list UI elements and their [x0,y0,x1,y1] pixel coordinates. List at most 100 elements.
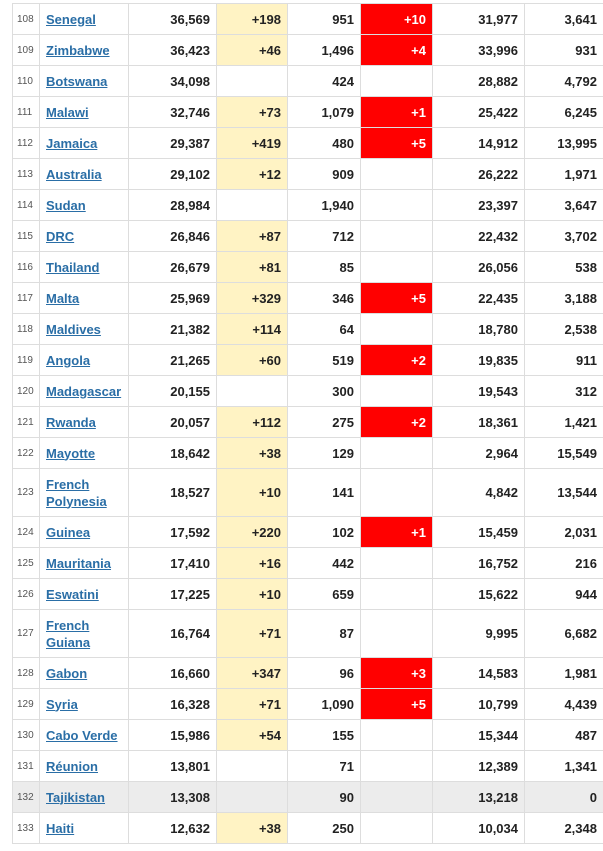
new-deaths-cell [360,313,433,345]
total-deaths-cell: 424 [287,65,361,97]
country-link[interactable]: Haiti [46,820,75,836]
country-link[interactable]: Senegal [46,11,96,27]
country-cell[interactable]: Jamaica [39,127,129,159]
country-cell[interactable]: Australia [39,158,129,190]
new-cases-cell: +60 [216,344,288,376]
country-cell[interactable]: Réunion [39,750,129,782]
table-row: 122 Mayotte 18,642 +38 129 2,964 15,549 [12,437,603,469]
country-link[interactable]: Cabo Verde [46,727,118,743]
new-cases-cell: +71 [216,688,288,720]
country-link[interactable]: Syria [46,696,78,712]
country-cell[interactable]: Mayotte [39,437,129,469]
country-cell[interactable]: DRC [39,220,129,252]
country-cell[interactable]: Gabon [39,657,129,689]
table-row: 110 Botswana 34,098 424 28,882 4,792 [12,65,603,97]
country-link[interactable]: Rwanda [46,414,96,430]
new-deaths-cell [360,719,433,751]
new-cases-cell: +12 [216,158,288,190]
country-link[interactable]: Australia [46,166,102,182]
country-link[interactable]: Tajikistan [46,789,106,805]
country-link[interactable]: French Polynesia [46,476,107,509]
total-recovered-cell: 10,799 [432,688,525,720]
total-recovered-cell: 4,842 [432,468,525,517]
total-cases-cell: 15,986 [128,719,217,751]
country-cell[interactable]: French Guiana [39,609,129,658]
table-row: 119 Angola 21,265 +60 519 +2 19,835 911 [12,344,603,376]
total-recovered-cell: 13,218 [432,781,525,813]
new-deaths-cell: +2 [360,406,433,438]
total-deaths-cell: 250 [287,812,361,844]
country-link[interactable]: Malawi [46,104,89,120]
country-link[interactable]: Zimbabwe [46,42,110,58]
total-recovered-cell: 18,780 [432,313,525,345]
new-deaths-cell [360,547,433,579]
new-cases-cell: +46 [216,34,288,66]
active-cases-cell: 6,682 [524,609,603,658]
table-row: 116 Thailand 26,679 +81 85 26,056 538 [12,251,603,283]
new-cases-cell: +16 [216,547,288,579]
rank-cell: 115 [12,220,40,252]
total-cases-cell: 21,265 [128,344,217,376]
country-link[interactable]: Maldives [46,321,101,337]
country-cell[interactable]: Senegal [39,3,129,35]
country-cell[interactable]: Mauritania [39,547,129,579]
country-link[interactable]: Mayotte [46,445,96,461]
country-link[interactable]: Malta [46,290,80,306]
country-cell[interactable]: Maldives [39,313,129,345]
country-link[interactable]: Angola [46,352,91,368]
table-row: 128 Gabon 16,660 +347 96 +3 14,583 1,981 [12,657,603,689]
total-cases-cell: 16,660 [128,657,217,689]
country-cell[interactable]: Haiti [39,812,129,844]
total-cases-cell: 29,102 [128,158,217,190]
country-link[interactable]: Mauritania [46,555,112,571]
country-cell[interactable]: Angola [39,344,129,376]
country-link[interactable]: Réunion [46,758,98,774]
rank-cell: 117 [12,282,40,314]
country-cell[interactable]: Madagascar [39,375,129,407]
country-link[interactable]: Eswatini [46,586,99,602]
country-link[interactable]: Jamaica [46,135,98,151]
active-cases-cell: 1,341 [524,750,603,782]
total-deaths-cell: 71 [287,750,361,782]
country-cell[interactable]: Eswatini [39,578,129,610]
active-cases-cell: 216 [524,547,603,579]
country-cell[interactable]: Sudan [39,189,129,221]
country-table-container: 108 Senegal 36,569 +198 951 +10 31,977 3,641 109… [12,3,603,844]
active-cases-cell: 6,245 [524,96,603,128]
table-row: 109 Zimbabwe 36,423 +46 1,496 +4 33,996 931 [12,34,603,66]
country-cell[interactable]: Cabo Verde [39,719,129,751]
country-link[interactable]: Guinea [46,524,91,540]
new-cases-cell: +10 [216,578,288,610]
rank-cell: 124 [12,516,40,548]
country-link[interactable]: French Guiana [46,617,91,650]
country-cell[interactable]: Rwanda [39,406,129,438]
country-cell[interactable]: Syria [39,688,129,720]
total-cases-cell: 34,098 [128,65,217,97]
country-cell[interactable]: Thailand [39,251,129,283]
new-deaths-cell: +3 [360,657,433,689]
table-row: 124 Guinea 17,592 +220 102 +1 15,459 2,031 [12,516,603,548]
new-cases-cell: +329 [216,282,288,314]
country-cell[interactable]: Botswana [39,65,129,97]
new-cases-cell: +220 [216,516,288,548]
table-row: 111 Malawi 32,746 +73 1,079 +1 25,422 6,245 [12,96,603,128]
active-cases-cell: 1,421 [524,406,603,438]
active-cases-cell: 15,549 [524,437,603,469]
total-recovered-cell: 15,344 [432,719,525,751]
country-link[interactable]: Thailand [46,259,100,275]
country-link[interactable]: Madagascar [46,383,122,399]
country-cell[interactable]: French Polynesia [39,468,129,517]
country-cell[interactable]: Tajikistan [39,781,129,813]
country-link[interactable]: Botswana [46,73,108,89]
country-link[interactable]: DRC [46,228,75,244]
table-row: 133 Haiti 12,632 +38 250 10,034 2,348 [12,812,603,844]
country-cell[interactable]: Zimbabwe [39,34,129,66]
country-link[interactable]: Sudan [46,197,86,213]
new-cases-cell: +419 [216,127,288,159]
country-link[interactable]: Gabon [46,665,88,681]
country-cell[interactable]: Malawi [39,96,129,128]
rank-cell: 116 [12,251,40,283]
country-cell[interactable]: Malta [39,282,129,314]
country-cell[interactable]: Guinea [39,516,129,548]
active-cases-cell: 1,971 [524,158,603,190]
